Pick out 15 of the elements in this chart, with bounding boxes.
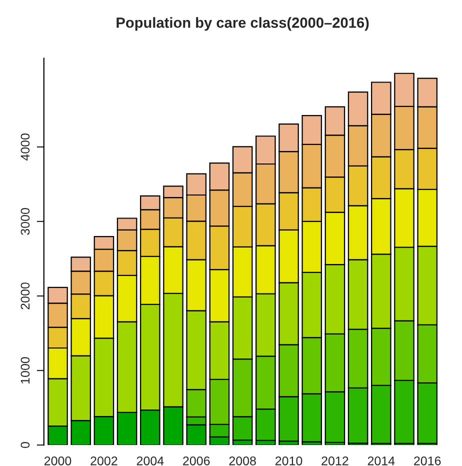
x-tick-label: 2014	[368, 456, 395, 466]
x-tick-label: 2002	[90, 456, 118, 466]
x-tick-label: 2016	[414, 456, 441, 466]
y-tick-label: 2000	[20, 282, 30, 310]
y-tick-label: 1000	[20, 357, 30, 384]
x-tick-label: 2006	[183, 456, 210, 466]
x-tick-label: 2010	[275, 456, 302, 466]
x-tick-label: 2004	[136, 456, 164, 466]
x-tick-label: 2008	[229, 456, 256, 466]
x-tick-label: 2000	[44, 456, 72, 466]
chart-title: Population by care class(2000–2016)	[116, 17, 369, 31]
y-tick-label: 3000	[20, 208, 30, 235]
x-tick-label: 2012	[322, 456, 348, 466]
y-tick-label: 0	[20, 442, 30, 448]
y-tick-label: 4000	[20, 134, 30, 161]
